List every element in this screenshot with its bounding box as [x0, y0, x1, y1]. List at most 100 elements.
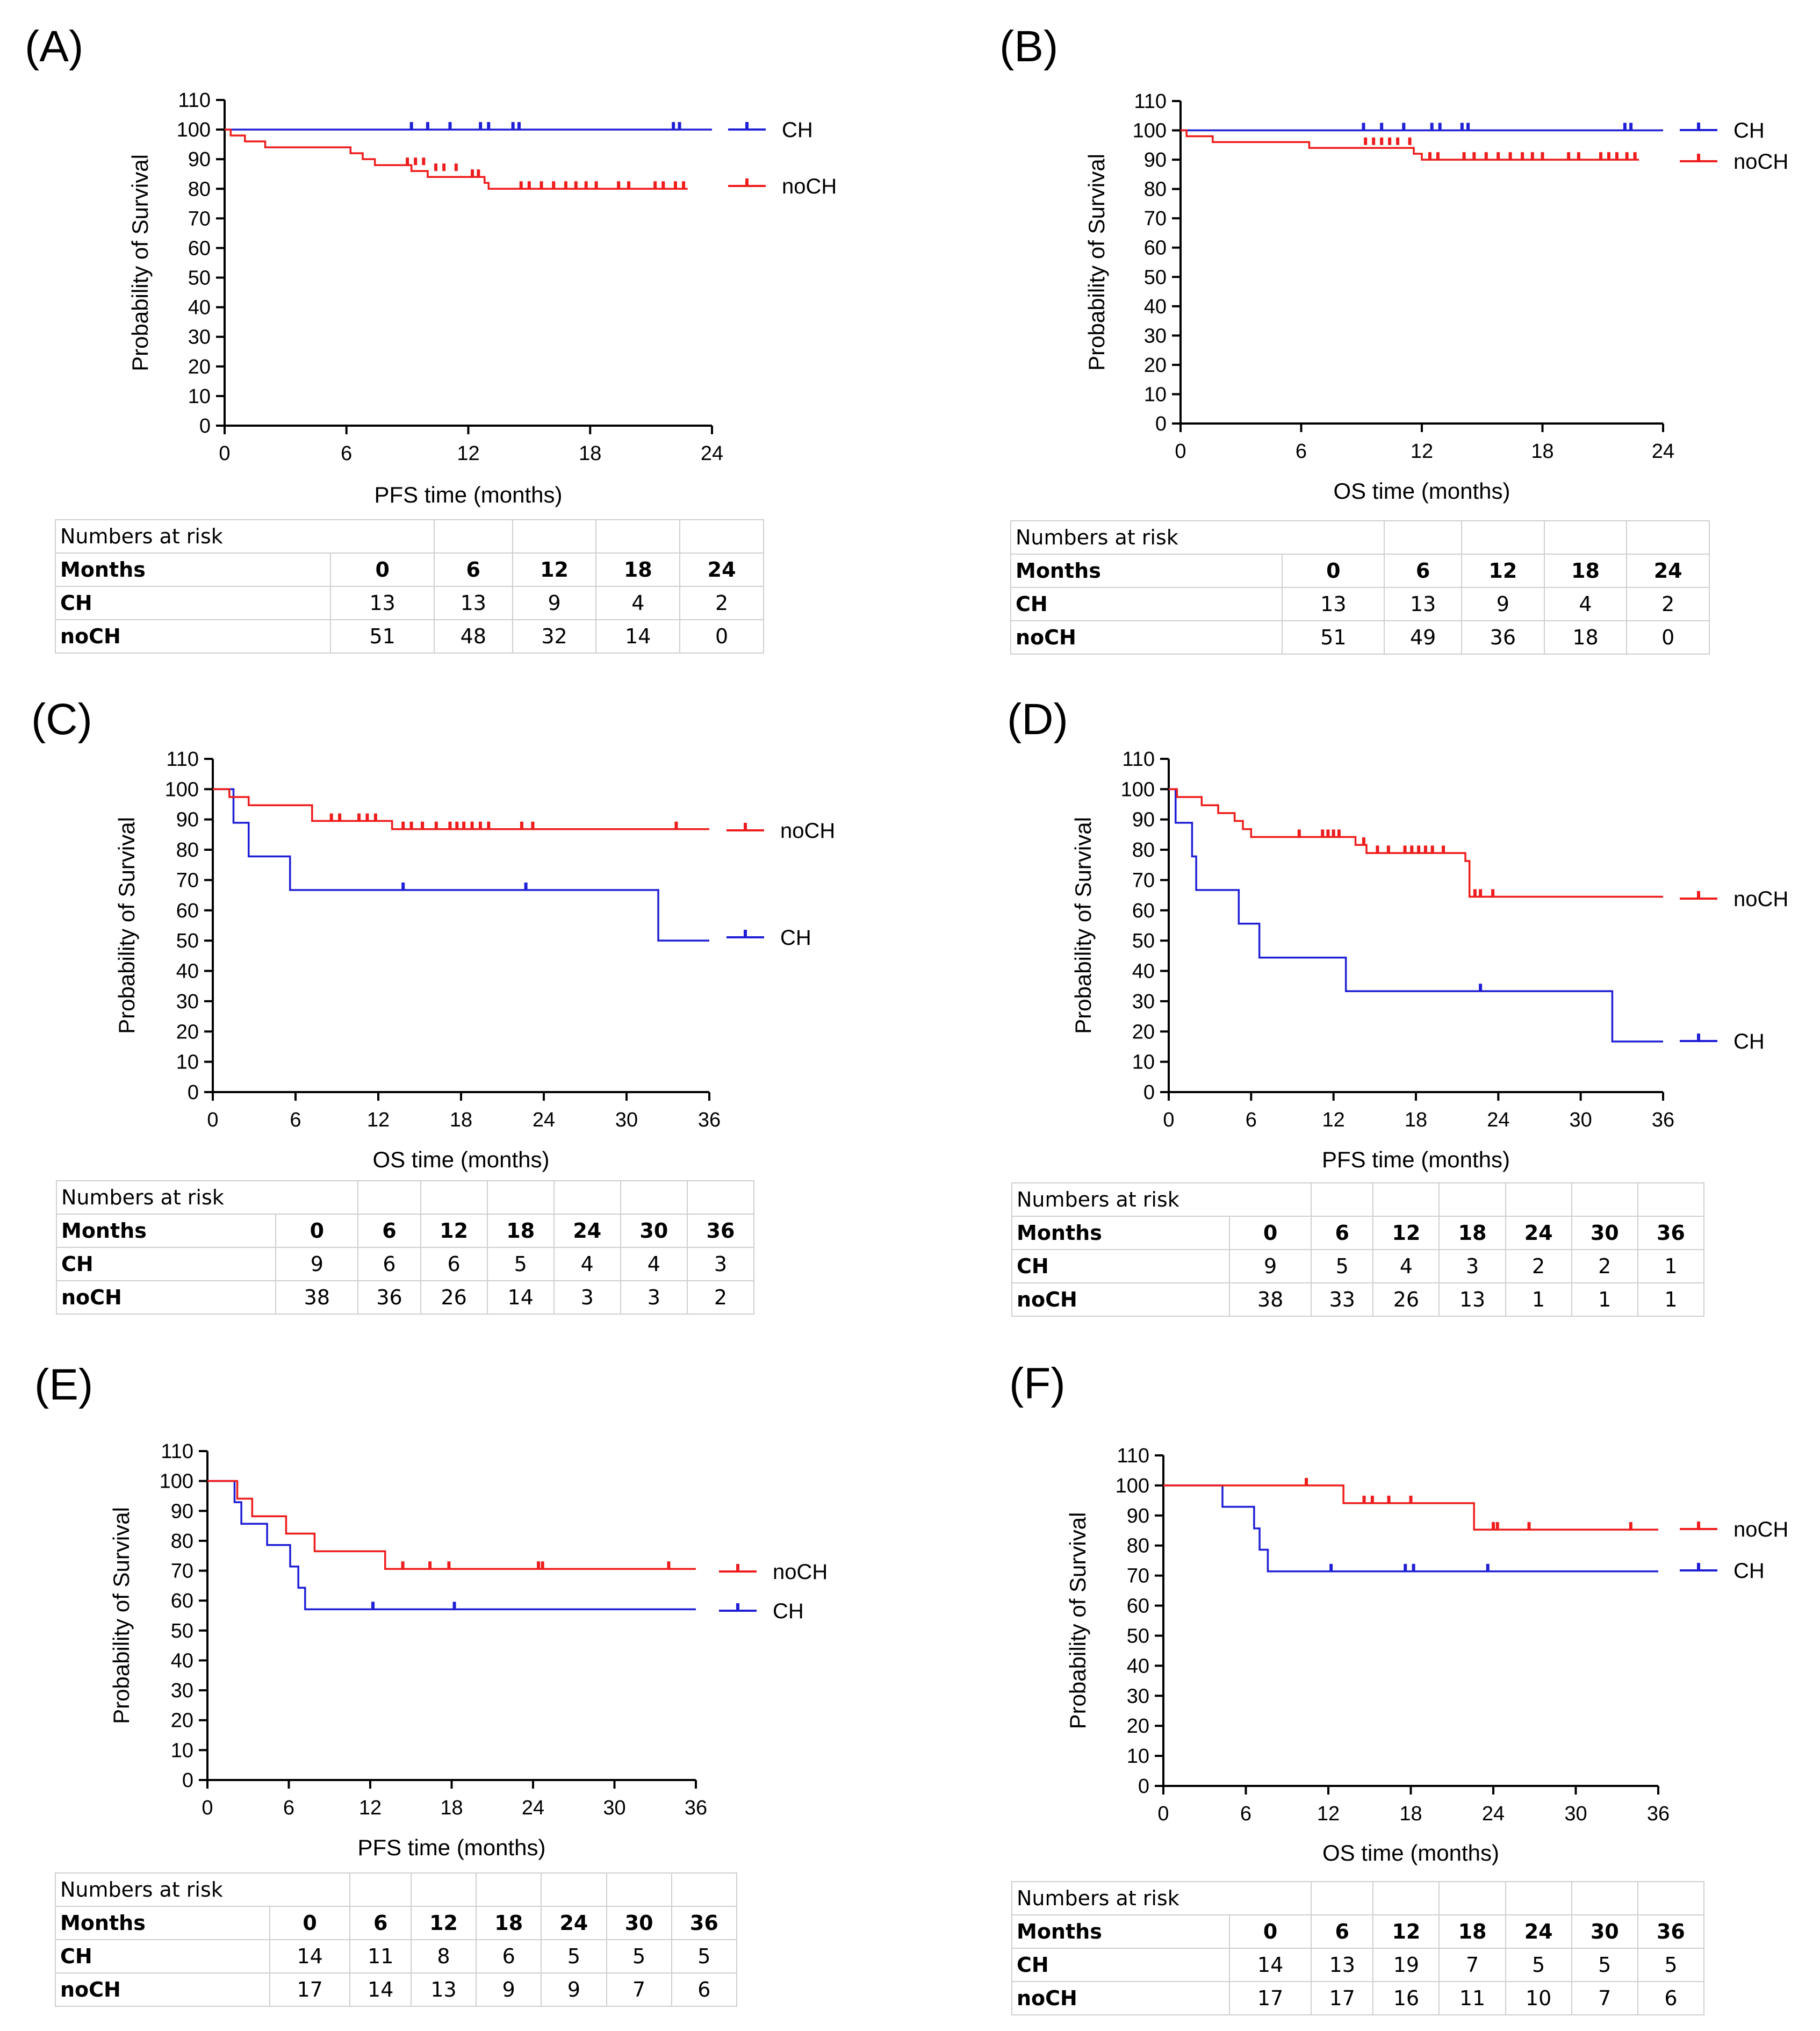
empty-cell: [686, 1180, 755, 1215]
month-cell: 12: [410, 1906, 477, 1940]
month-cell: 24: [1626, 554, 1710, 588]
risk-value: 9: [541, 1972, 607, 2007]
panel-label: (B): [999, 22, 1059, 71]
x-tick-label: 36: [1647, 1803, 1670, 1825]
y-tick-label: 50: [188, 267, 211, 290]
empty-cell: [679, 519, 764, 554]
empty-cell: [1438, 1881, 1506, 1915]
y-axis-label: Probability of Survival: [1065, 1512, 1090, 1729]
risk-value: 7: [1438, 1948, 1506, 1982]
risk-value: 9: [275, 1247, 359, 1281]
y-tick-label: 110: [1122, 748, 1155, 771]
risk-value: 19: [1372, 1948, 1440, 1982]
y-axis-label: Probability of Survival: [127, 154, 153, 371]
risk-value: 6: [476, 1939, 542, 1973]
legend-label: CH: [782, 118, 813, 142]
legend-label: noCH: [1733, 1518, 1788, 1541]
x-tick-label: 24: [522, 1797, 544, 1819]
risk-value: 49: [1384, 620, 1463, 655]
empty-cell: [1372, 1182, 1440, 1217]
y-tick-label: 0: [1155, 413, 1167, 435]
empty-cell: [1505, 1881, 1572, 1915]
risk-value: 7: [606, 1972, 672, 2007]
x-tick-label: 0: [202, 1797, 213, 1819]
month-cell: 30: [620, 1214, 688, 1248]
y-tick-label: 10: [1127, 1745, 1149, 1768]
y-tick-label: 10: [171, 1739, 193, 1762]
risk-value: 6: [671, 1972, 738, 2007]
panel-label: (A): [25, 22, 84, 71]
legend-label: CH: [773, 1599, 804, 1623]
y-tick-label: 80: [188, 178, 211, 200]
month-cell: 0: [1229, 1216, 1312, 1250]
x-tick-label: 0: [219, 442, 230, 465]
empty-cell: [1571, 1881, 1638, 1915]
empty-cell: [476, 1872, 542, 1907]
month-cell: 6: [1311, 1914, 1374, 1949]
survival-curve-noch: [207, 1480, 696, 1570]
risk-table-header: Months: [1010, 554, 1283, 588]
empty-cell: [1311, 1881, 1374, 1915]
x-tick-label: 24: [1482, 1803, 1505, 1825]
y-tick-label: 0: [182, 1769, 193, 1792]
risk-value: 4: [1372, 1249, 1440, 1283]
x-tick-label: 6: [290, 1109, 301, 1131]
month-cell: 12: [1461, 554, 1545, 588]
x-axis-label: PFS time (months): [374, 482, 562, 507]
month-cell: 12: [1372, 1914, 1440, 1949]
x-tick-label: 24: [1487, 1109, 1509, 1131]
empty-cell: [357, 1180, 421, 1215]
empty-cell: [620, 1180, 688, 1215]
risk-value: 5: [1637, 1948, 1705, 1982]
risk-value: 13: [330, 586, 435, 620]
y-tick-label: 110: [1134, 90, 1167, 113]
month-cell: 18: [595, 552, 681, 587]
x-tick-label: 12: [1411, 440, 1433, 463]
risk-value: 5: [486, 1247, 555, 1281]
x-tick-label: 18: [1405, 1109, 1427, 1131]
risk-value: 9: [1461, 587, 1545, 621]
risk-value: 0: [1626, 620, 1710, 655]
y-tick-label: 20: [1127, 1715, 1149, 1738]
month-cell: 24: [1505, 1914, 1572, 1949]
risk-value: 5: [1311, 1249, 1374, 1283]
y-tick-label: 30: [1132, 991, 1155, 1013]
y-tick-label: 110: [1117, 1445, 1149, 1467]
y-tick-label: 30: [1144, 325, 1167, 347]
x-tick-label: 30: [1570, 1109, 1592, 1131]
risk-value: 13: [433, 586, 513, 620]
risk-value: 1: [1637, 1249, 1705, 1283]
month-cell: 0: [330, 552, 435, 587]
risk-value: 26: [1372, 1282, 1440, 1317]
y-tick-label: 110: [166, 748, 199, 771]
risk-table-header: Months: [55, 1214, 277, 1248]
y-tick-label: 30: [1127, 1685, 1149, 1707]
risk-row-label: CH: [54, 586, 332, 620]
month-cell: 30: [606, 1906, 672, 1940]
y-tick-label: 50: [1127, 1625, 1149, 1647]
y-tick-label: 40: [1132, 960, 1155, 983]
y-tick-label: 0: [188, 1081, 199, 1104]
empty-cell: [671, 1872, 738, 1907]
risk-value: 4: [595, 586, 681, 620]
y-tick-label: 100: [160, 1470, 193, 1493]
risk-value: 13: [1282, 587, 1385, 621]
month-cell: 36: [1637, 1216, 1705, 1250]
y-tick-label: 20: [188, 356, 211, 378]
risk-value: 5: [671, 1939, 738, 1973]
empty-cell: [1461, 520, 1545, 555]
y-tick-label: 20: [1132, 1021, 1155, 1043]
y-tick-label: 20: [171, 1710, 193, 1732]
risk-row-label: CH: [1010, 587, 1283, 621]
risk-value: 18: [1543, 620, 1628, 655]
risk-value: 7: [1571, 1981, 1638, 2015]
risk-row-label: CH: [1011, 1249, 1231, 1283]
x-tick-label: 30: [1564, 1803, 1587, 1825]
y-tick-label: 50: [1144, 266, 1167, 289]
y-axis-label: Probability of Survival: [1070, 817, 1096, 1034]
risk-value: 26: [420, 1280, 488, 1315]
x-tick-label: 18: [579, 442, 601, 465]
